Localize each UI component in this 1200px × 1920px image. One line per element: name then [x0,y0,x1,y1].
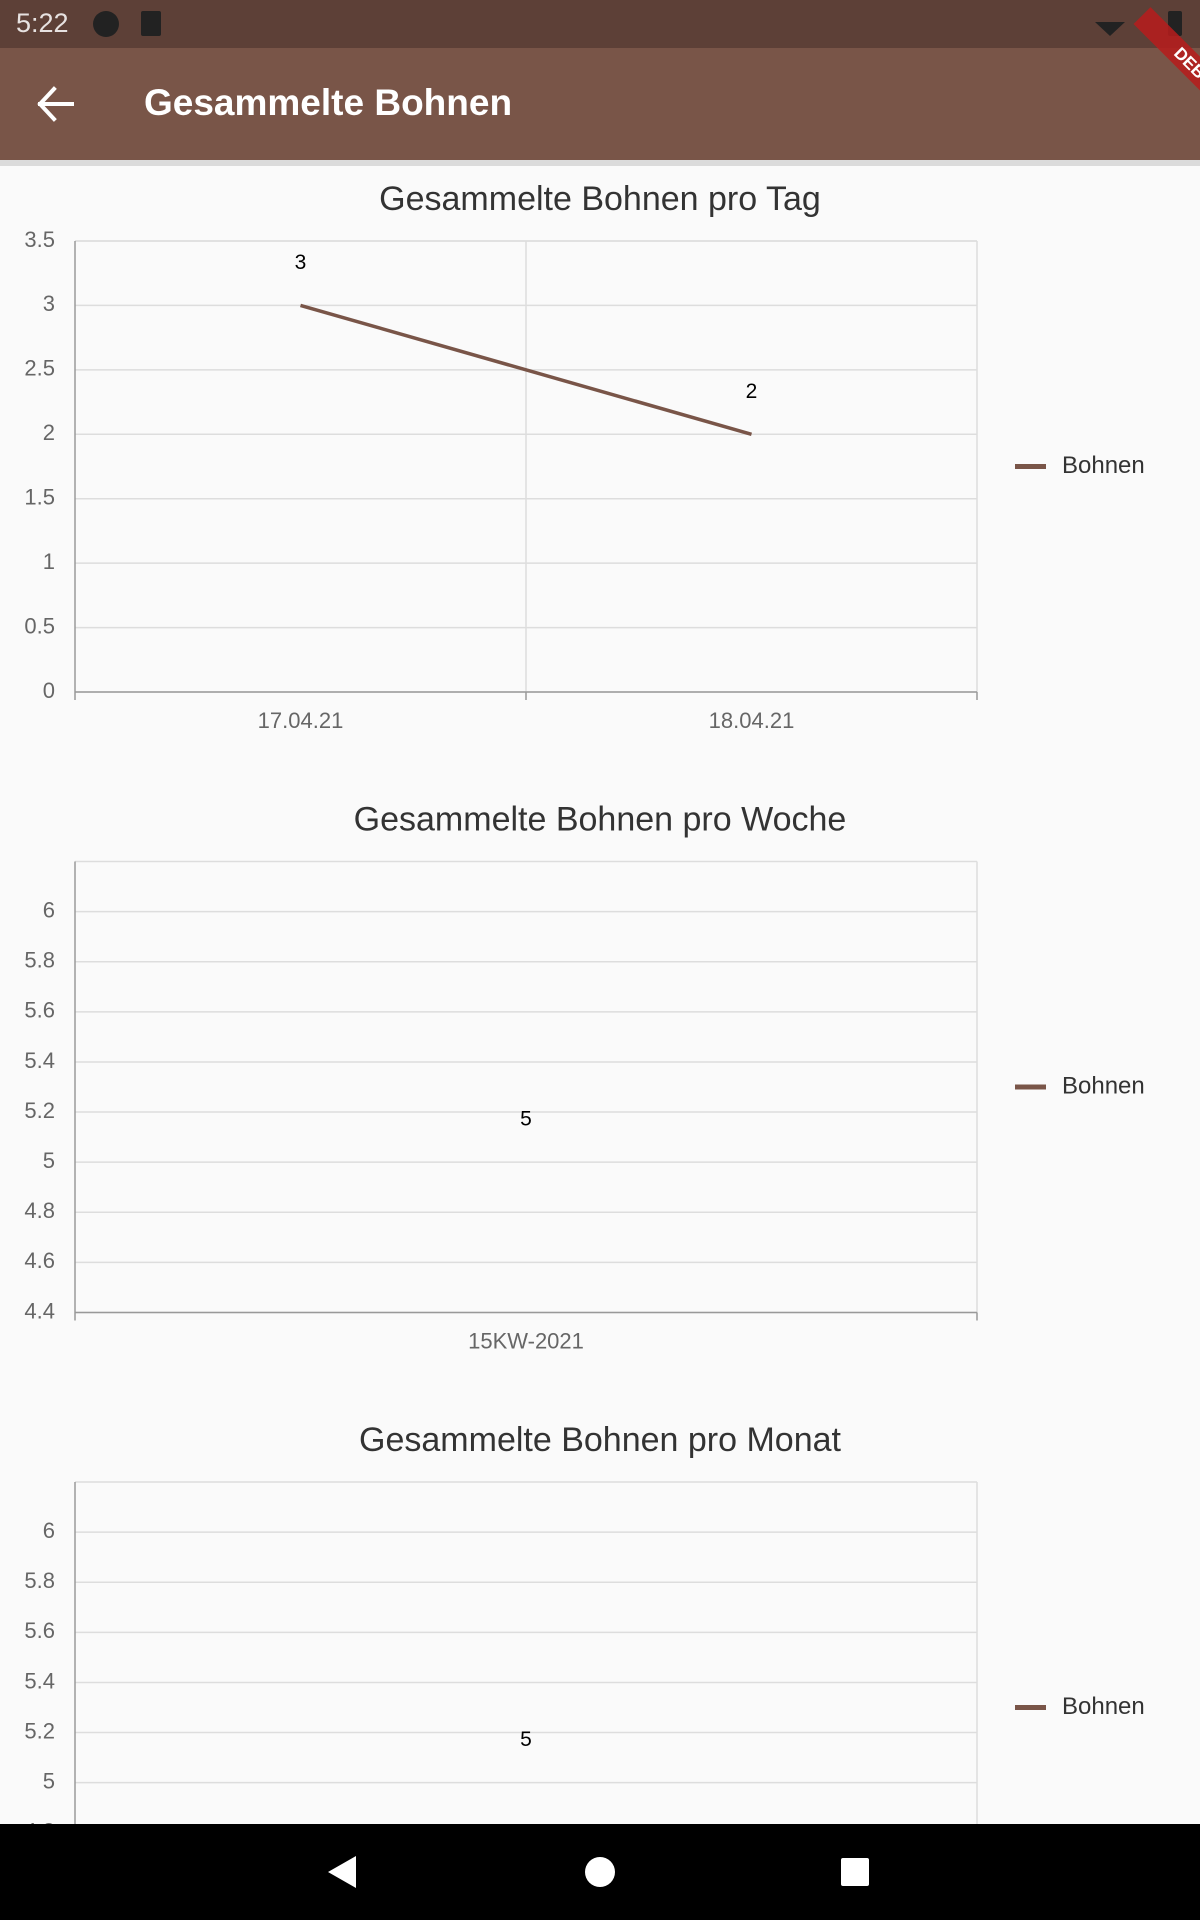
y-tick-label: 1.5 [24,485,55,510]
x-tick-label: 15KW-2021 [468,1328,584,1353]
data-label: 5 [520,1728,532,1751]
y-tick-label: 5.6 [24,1618,55,1643]
y-tick-label: 3.5 [24,227,55,252]
y-tick-label: 0 [43,678,55,703]
app-bar-shadow [0,160,1200,166]
y-tick-label: 5.8 [24,948,55,973]
debug-ribbon [1133,7,1200,138]
y-tick-label: 5.6 [24,998,55,1023]
y-tick-label: 4.6 [24,1248,55,1273]
legend-label: Bohnen [1062,1072,1145,1099]
x-tick-label: 18.04.21 [709,708,795,733]
y-tick-label: 5.2 [24,1718,55,1743]
y-tick-label: 1 [43,549,55,574]
nav-recents[interactable] [841,1858,869,1886]
nav-home[interactable] [585,1857,615,1887]
data-label: 2 [746,380,758,403]
status-icon [141,11,161,36]
status-icon [93,11,119,37]
charts: Gesammelte Bohnen pro Tag 0 0.5 1 1.5 2 2.5 3 3.… [24,180,1145,1920]
chart-title: Gesammelte Bohnen pro Woche [354,800,847,838]
app-bar-title: Gesammelte Bohnen [144,82,512,123]
nav-back[interactable] [328,1856,356,1888]
y-tick-label: 5.8 [24,1568,55,1593]
back-arrow [37,86,74,122]
y-tick-label: 5.4 [24,1668,55,1693]
chart-title: Gesammelte Bohnen pro Monat [359,1421,841,1459]
status-time: 5:22 [16,8,69,38]
y-tick-label: 4.8 [24,1198,55,1223]
legend-label: Bohnen [1062,452,1145,479]
y-tick-label: 3 [43,291,55,316]
y-tick-label: 5.2 [24,1098,55,1123]
status-bar [0,0,1200,48]
y-tick-label: 6 [43,1518,55,1543]
y-tick-label: 5 [43,1148,55,1173]
y-tick-label: 2.5 [24,356,55,381]
legend-label: Bohnen [1062,1693,1145,1720]
wifi-icon [1095,22,1125,36]
y-tick-label: 6 [43,897,55,922]
y-tick-label: 5 [43,1768,55,1793]
y-tick-label: 0.5 [24,613,55,638]
y-tick-label: 2 [43,420,55,445]
data-line [300,303,752,436]
app-bar [0,48,1200,160]
x-tick-label: 17.04.21 [258,708,344,733]
back-button[interactable] [37,86,74,122]
y-tick-label: 5.4 [24,1048,55,1073]
chart-title: Gesammelte Bohnen pro Tag [379,180,821,218]
data-label: 5 [520,1108,532,1131]
y-tick-label: 4.4 [24,1298,55,1323]
data-label: 3 [295,251,307,274]
